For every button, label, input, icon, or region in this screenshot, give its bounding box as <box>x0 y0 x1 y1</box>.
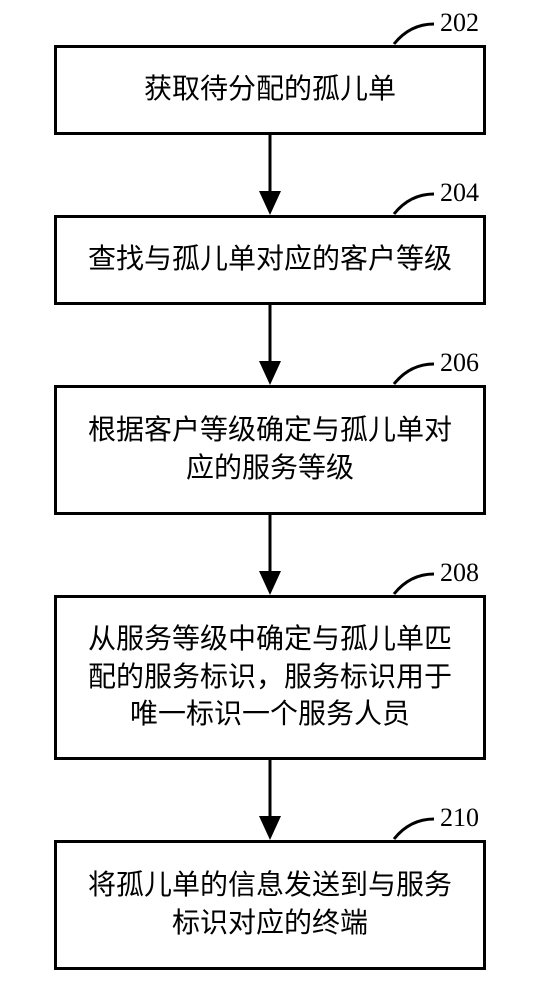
step-label-204: 204 <box>440 178 479 208</box>
step-label-206: 206 <box>440 348 479 378</box>
step-label-202: 202 <box>440 8 479 38</box>
arrow-n206-n208 <box>259 515 281 595</box>
step-label-208: 208 <box>440 558 479 588</box>
leader-tick <box>390 568 438 598</box>
arrow-n204-n206 <box>259 305 281 385</box>
leader-tick <box>390 813 438 843</box>
flow-node-n208: 从服务等级中确定与孤儿单匹 配的服务标识，服务标识用于 唯一标识一个服务人员 <box>54 595 486 760</box>
arrow-n208-n210 <box>259 760 281 840</box>
flow-node-text: 将孤儿单的信息发送到与服务 标识对应的终端 <box>88 867 452 943</box>
flow-node-text: 获取待分配的孤儿单 <box>144 71 396 109</box>
flow-node-n206: 根据客户等级确定与孤儿单对 应的服务等级 <box>54 385 486 515</box>
step-label-210: 210 <box>440 803 479 833</box>
flow-node-text: 根据客户等级确定与孤儿单对 应的服务等级 <box>88 412 452 488</box>
arrow-n202-n204 <box>259 135 281 215</box>
leader-tick <box>390 358 438 388</box>
flow-node-n202: 获取待分配的孤儿单 <box>54 45 486 135</box>
flow-node-text: 查找与孤儿单对应的客户等级 <box>88 241 452 279</box>
flow-node-n210: 将孤儿单的信息发送到与服务 标识对应的终端 <box>54 840 486 970</box>
leader-tick <box>390 18 438 48</box>
flowchart: 获取待分配的孤儿单查找与孤儿单对应的客户等级根据客户等级确定与孤儿单对 应的服务… <box>0 0 548 1000</box>
flow-node-n204: 查找与孤儿单对应的客户等级 <box>54 215 486 305</box>
flow-node-text: 从服务等级中确定与孤儿单匹 配的服务标识，服务标识用于 唯一标识一个服务人员 <box>88 621 452 734</box>
leader-tick <box>390 188 438 218</box>
